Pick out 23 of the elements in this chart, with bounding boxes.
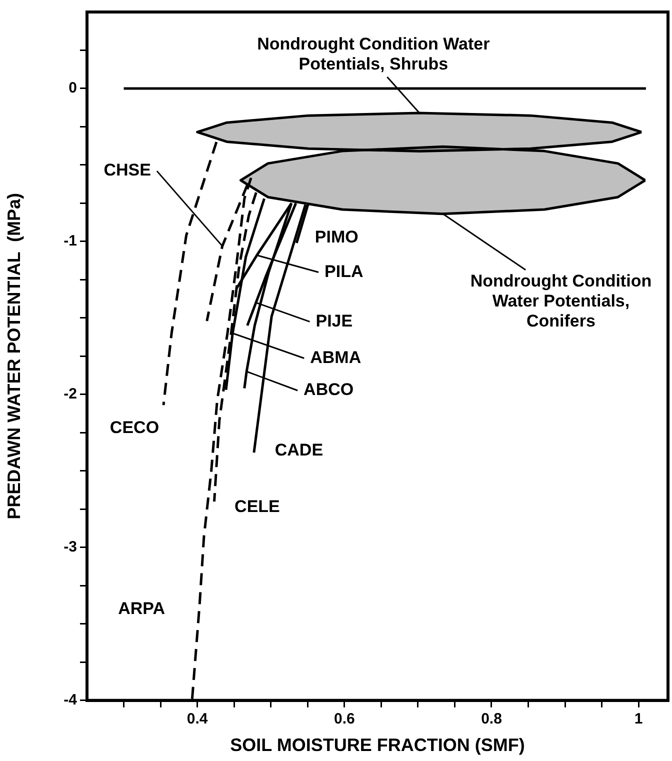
y-tick-label: -3 <box>64 538 77 556</box>
x-axis-title: SOIL MOISTURE FRACTION (SMF) <box>230 735 525 756</box>
x-tick-label: 1 <box>634 710 643 728</box>
annotation: CECO <box>110 418 160 437</box>
x-tick-label: 0.6 <box>334 710 355 728</box>
annotation: CELE <box>234 497 280 516</box>
annotation: PIMO <box>314 228 358 247</box>
annotation: ABCO <box>304 380 354 400</box>
x-tick-label: 0.8 <box>481 710 502 728</box>
y-axis-title: PREDAWN WATER POTENTIAL (MPa) <box>4 193 24 520</box>
annotation: CHSE <box>104 160 151 180</box>
annotation: Nondrought Condition Water Potentials, Shrubs <box>257 34 490 74</box>
y-tick-label: -1 <box>64 232 77 250</box>
x-tick-label: 0.4 <box>186 710 208 728</box>
annotation: Nondrought Condition Water Potentials, Conifers <box>470 272 652 331</box>
annotation: CADE <box>274 440 324 460</box>
annotation: ARPA <box>118 599 165 618</box>
annotation: PILA <box>324 262 364 281</box>
y-tick-label: 0 <box>68 80 77 97</box>
annotation: PIJE <box>316 311 353 330</box>
annotation: ABMA <box>310 348 362 367</box>
y-tick-label: -2 <box>64 386 77 403</box>
y-tick-label: -4 <box>64 692 78 709</box>
